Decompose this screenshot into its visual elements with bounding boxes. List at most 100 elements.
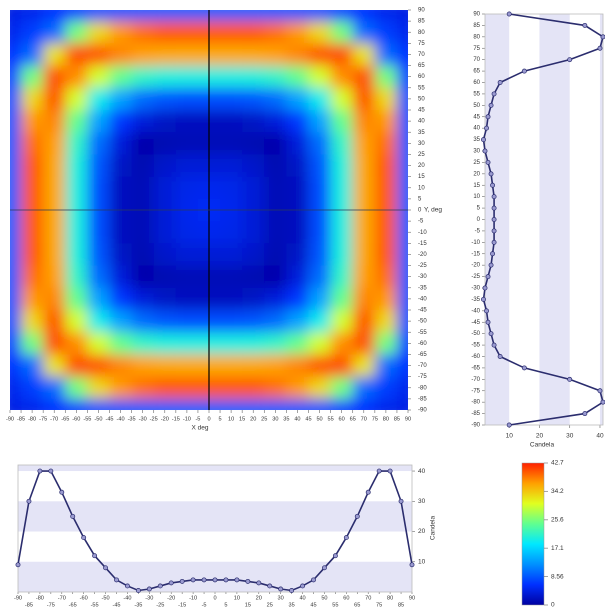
- x-tick-label: -70: [58, 595, 66, 601]
- heatmap-cell: [396, 376, 408, 400]
- heatmap-cell: [10, 110, 22, 133]
- heatmap-cell: [374, 332, 398, 355]
- heatmap-cell: [242, 21, 265, 44]
- heatmap-cell: [264, 87, 287, 111]
- heatmap-cell: [21, 243, 44, 267]
- heatmap-cell: [43, 354, 66, 378]
- band: [18, 501, 412, 532]
- x-tick-label: -75: [39, 416, 47, 422]
- x-tick-label: -40: [123, 595, 131, 601]
- heatmap-cell: [264, 398, 287, 410]
- heatmap-cell: [175, 176, 199, 200]
- heatmap-cell: [220, 354, 243, 378]
- heatmap-cell: [264, 154, 287, 178]
- heatmap-cell: [109, 65, 133, 89]
- heatmap-cell: [10, 221, 22, 244]
- heatmap-cell: [352, 265, 376, 289]
- profile-point: [491, 205, 497, 211]
- heatmap-cell: [374, 21, 398, 44]
- heatmap-cell: [352, 65, 376, 89]
- heatmap-cell: [87, 132, 110, 155]
- heatmap-cell: [153, 132, 177, 155]
- y-tick-label: -60: [418, 341, 427, 347]
- heatmap-cell: [286, 287, 309, 311]
- heatmap-cell: [286, 332, 309, 355]
- heatmap-cell: [352, 310, 376, 333]
- heatmap-cell: [286, 10, 309, 22]
- heatmap-cell: [10, 154, 22, 178]
- heatmap-cell: [175, 376, 199, 400]
- profile-point: [332, 553, 338, 559]
- x-tick-label: -25: [150, 416, 158, 422]
- heatmap-cell: [352, 21, 376, 44]
- heatmap-cell: [264, 243, 287, 267]
- profile-point: [490, 251, 496, 257]
- x-tick-label: 55: [327, 416, 333, 422]
- heatmap-cell: [10, 243, 22, 267]
- band: [599, 14, 603, 425]
- x-tick-label: 90: [409, 595, 415, 601]
- heatmap-cell: [87, 354, 110, 378]
- heatmap-cell: [10, 332, 22, 355]
- x-tick-label: -30: [145, 595, 153, 601]
- heatmap-cell: [175, 65, 199, 89]
- heatmap-cell: [109, 243, 133, 267]
- heatmap-cell: [65, 154, 88, 178]
- heatmap-cell: [330, 354, 354, 378]
- heatmap-cell: [330, 110, 354, 133]
- heatmap-cell: [131, 354, 155, 378]
- profile-point: [289, 588, 295, 593]
- profile-point: [582, 22, 588, 28]
- heatmap-cell: [396, 265, 408, 289]
- heatmap-cell: [374, 154, 398, 178]
- y-tick-label: 65: [473, 69, 480, 75]
- profile-point: [300, 583, 306, 589]
- heatmap-cell: [396, 110, 408, 133]
- band: [18, 561, 412, 592]
- profile-point: [506, 11, 512, 17]
- profile-point: [354, 513, 360, 519]
- heatmap-cell: [264, 354, 287, 378]
- heatmap-cell: [220, 110, 243, 133]
- heatmap-cell: [330, 221, 354, 244]
- profile-point: [179, 578, 185, 584]
- y-tick-label: -35: [418, 285, 427, 291]
- heatmap-cell: [21, 287, 44, 311]
- x-tick-label: -55: [91, 602, 99, 608]
- colorbar-tick-label: 34.2: [551, 488, 564, 495]
- x-tick-label: -45: [112, 602, 120, 608]
- x-tick-label: 10: [228, 416, 234, 422]
- heatmap-cell: [43, 265, 66, 289]
- heatmap-cell: [286, 376, 309, 400]
- heatmap-cell: [10, 43, 22, 67]
- y-tick-label: 15: [418, 174, 425, 180]
- heatmap-cell: [396, 398, 408, 410]
- heatmap-cell: [175, 287, 199, 311]
- profile-point: [343, 535, 349, 541]
- x-tick-label: 80: [387, 595, 393, 601]
- profile-point: [157, 583, 163, 589]
- band: [18, 465, 412, 472]
- heatmap-cell: [220, 21, 243, 44]
- x-tick-label: -5: [202, 602, 207, 608]
- heatmap-cell: [330, 265, 354, 289]
- x-tick-label: -65: [69, 602, 77, 608]
- heatmap-cell: [43, 43, 66, 67]
- y-tick-label: 25: [473, 160, 480, 166]
- heatmap-cell: [43, 176, 66, 200]
- heatmap-cell: [21, 376, 44, 400]
- heatmap-cell: [308, 265, 332, 289]
- heatmap-cell: [286, 132, 309, 155]
- profile-point: [124, 583, 130, 589]
- heatmap-cell: [153, 243, 177, 267]
- heatmap-cell: [21, 21, 44, 44]
- heatmap-cell: [330, 287, 354, 311]
- heatmap-cell: [264, 310, 287, 333]
- profile-point: [168, 580, 174, 586]
- profile-point: [485, 159, 491, 165]
- x-tick-label: 65: [350, 416, 356, 422]
- heatmap-cell: [396, 43, 408, 67]
- heatmap-cell: [242, 154, 265, 178]
- heatmap-cell: [330, 332, 354, 355]
- heatmap-cell: [153, 310, 177, 333]
